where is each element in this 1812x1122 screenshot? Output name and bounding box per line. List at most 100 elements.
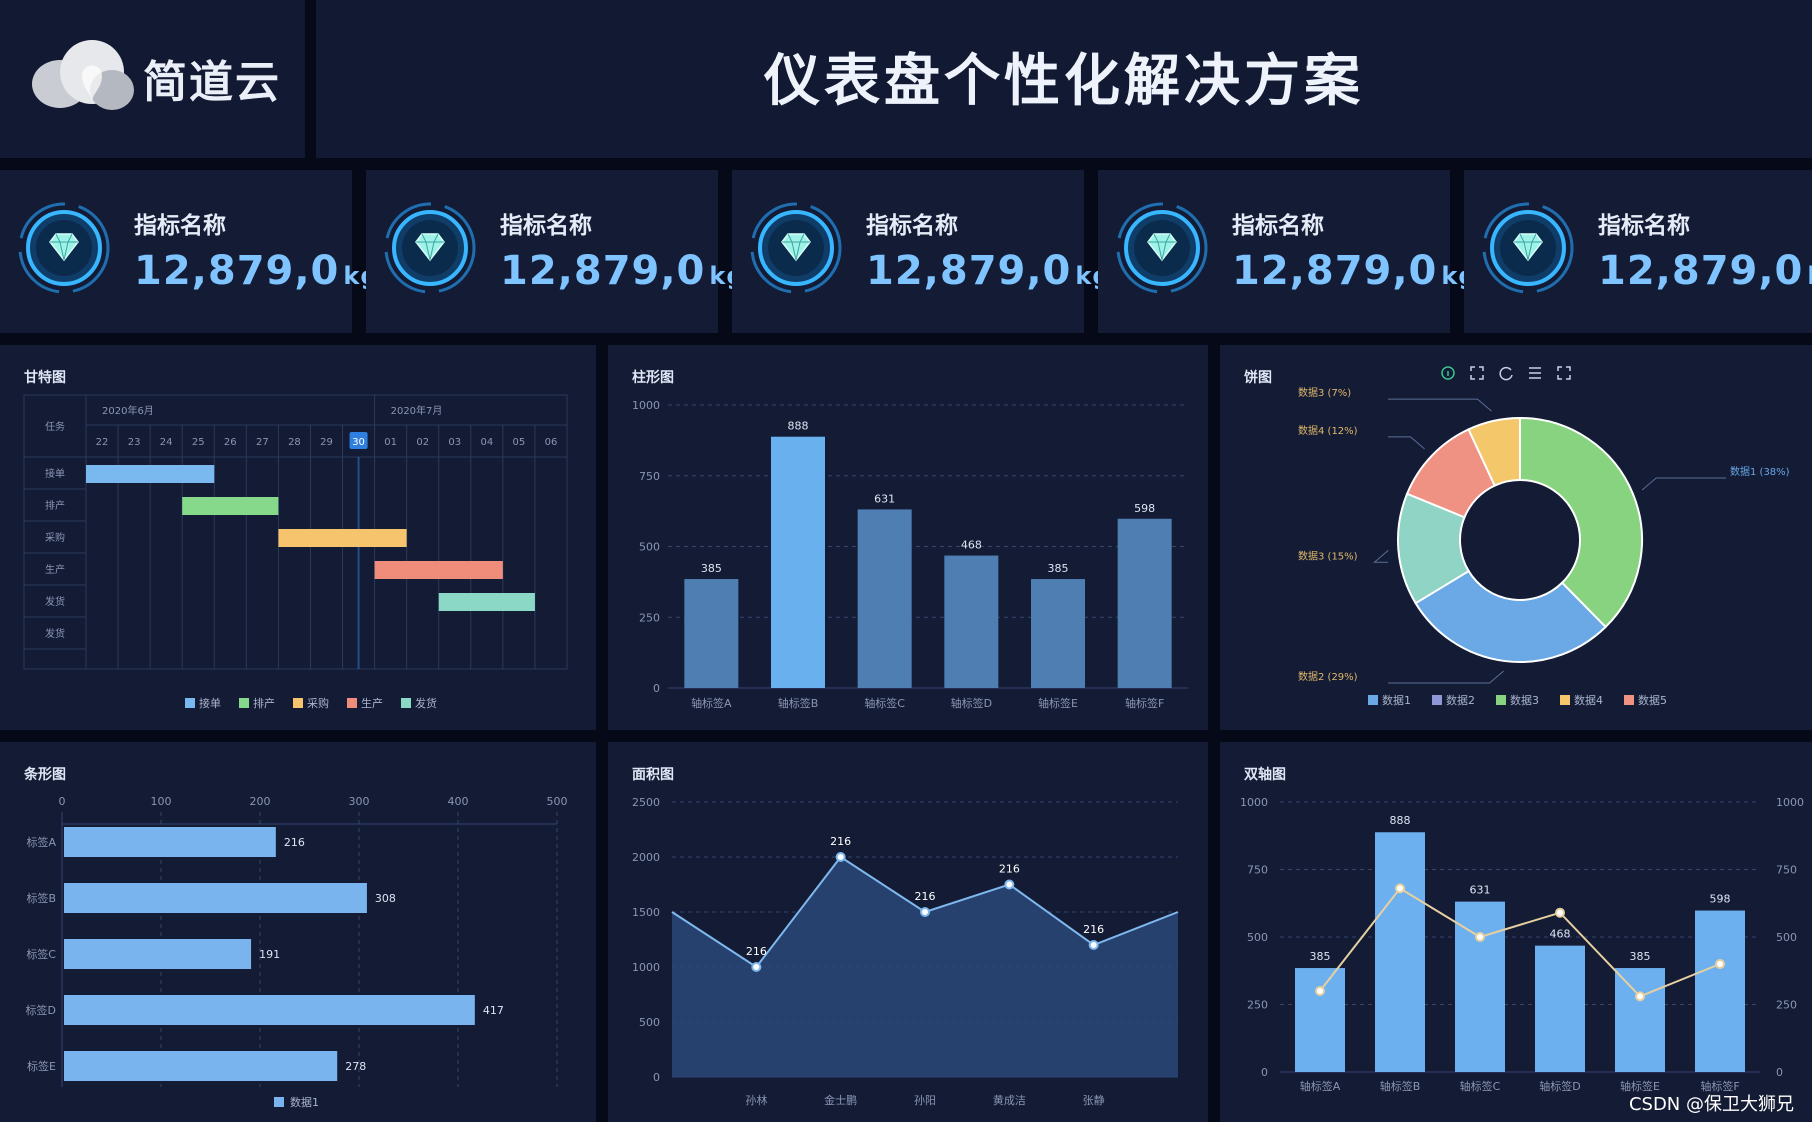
gantt-day-label: 27 — [256, 437, 269, 448]
hbar-xtick-label: 200 — [250, 795, 271, 808]
gantt-legend-swatch — [239, 698, 249, 708]
dual-line-point — [1315, 986, 1325, 996]
hbar-data-label: 308 — [375, 892, 396, 905]
column-data-label: 888 — [788, 420, 809, 433]
kpi-number: 12,879,0 — [1598, 248, 1804, 294]
dual-axis-panel: 双轴图 0 250 500 750 1000 0 250 500 750 1000 385 轴标签A 8… — [1220, 742, 1812, 1122]
area-xtick-label: 张静 — [1083, 1093, 1105, 1107]
area-data-label: 216 — [830, 835, 851, 848]
dual-ytick-label: 750 — [1247, 864, 1268, 877]
kpi-name: 指标名称 — [500, 213, 592, 239]
diamond-icon — [750, 202, 842, 294]
list-icon[interactable] — [1529, 367, 1541, 379]
area-point — [751, 962, 762, 972]
hbar-data-label: 417 — [483, 1004, 504, 1017]
dual-data-label: 888 — [1390, 814, 1411, 827]
dual-y2tick-label: 1000 — [1776, 796, 1804, 809]
hbar-panel: 条形图 0 100 200 300 400 500 标签A 216 标签B 308 标签C 191 标签… — [0, 742, 596, 1122]
gantt-day-label: 25 — [192, 437, 205, 448]
refresh-icon[interactable] — [1499, 366, 1513, 381]
dual-data-label: 385 — [1310, 950, 1331, 963]
pie-legend-label: 数据1 — [1382, 693, 1411, 707]
column-bar — [1031, 579, 1085, 688]
gantt-legend-label: 采购 — [307, 696, 329, 710]
hbar-bar — [64, 939, 252, 969]
gantt-chart: 任务 2020年6月 2020年7月 22 23 24 25 26 27 28 29 30 01 02 03… — [23, 394, 568, 710]
expand-icon[interactable] — [1557, 366, 1571, 380]
kpi-number: 12,879,0 — [1232, 248, 1438, 294]
diamond-icon — [384, 202, 476, 294]
column-ytick-label: 250 — [639, 611, 660, 624]
dual-xtick-label: 轴标签E — [1620, 1079, 1660, 1093]
dual-bar — [1695, 910, 1745, 1072]
diamond-icon — [1116, 202, 1208, 294]
dual-ytick-label: 500 — [1247, 931, 1268, 944]
column-bar — [684, 579, 739, 688]
column-ytick-label: 0 — [653, 682, 660, 695]
pie-legend-label: 数据3 — [1510, 693, 1539, 707]
area-point — [835, 852, 846, 862]
gantt-day-label: 06 — [545, 437, 558, 448]
title-panel: 仪表盘个性化解决方案 — [316, 0, 1812, 158]
kpi-number: 12,879,0 — [500, 248, 706, 294]
gantt-task-header: 任务 — [45, 420, 65, 433]
dual-bar — [1535, 945, 1585, 1072]
pie-slice — [1467, 416, 1521, 487]
gantt-bar — [374, 561, 503, 579]
gantt-bar — [86, 465, 215, 483]
column-bar — [1117, 518, 1172, 688]
dual-y2tick-label: 750 — [1776, 864, 1797, 877]
area-data-label: 216 — [746, 945, 767, 958]
gantt-task-label: 排产 — [45, 499, 65, 512]
kpi-name: 指标名称 — [1598, 213, 1690, 239]
gantt-day-label: 30 — [352, 437, 365, 448]
area-title: 面积图 — [632, 767, 674, 783]
gantt-today-marker — [349, 432, 368, 449]
dual-bar — [1375, 832, 1425, 1072]
kpi-name: 指标名称 — [866, 213, 958, 239]
column-xtick-label: 轴标签E — [1038, 696, 1078, 710]
hbar-xtick-label: 400 — [448, 795, 469, 808]
dual-line — [1319, 887, 1721, 998]
area-xtick-label: 金士鹏 — [824, 1093, 857, 1107]
area-ytick-label: 0 — [653, 1071, 660, 1084]
dual-line-point — [1715, 959, 1725, 969]
dual-line-point — [1635, 991, 1645, 1002]
column-ytick-label: 750 — [639, 470, 660, 483]
hbar-xtick-label: 0 — [59, 795, 66, 808]
shrink-icon[interactable] — [1470, 366, 1484, 380]
gantt-task-label: 发货 — [45, 595, 65, 608]
pie-slice-label: 数据3 (15%) — [1298, 549, 1358, 562]
dual-bar — [1615, 968, 1665, 1072]
area-data-label: 216 — [1083, 923, 1104, 936]
pie-slice — [1414, 569, 1608, 663]
area-data-label: 216 — [999, 863, 1020, 876]
column-chart: 0 250 500 750 1000 385 轴标签A 888 轴标签B 631 轴标签C 468 轴标… — [632, 399, 1188, 710]
pie-legend-swatch — [1624, 695, 1634, 705]
pie-legend-swatch — [1368, 695, 1378, 705]
gantt-day-label: 24 — [160, 437, 173, 448]
pie-slice-label: 数据3 (7%) — [1298, 386, 1351, 399]
gantt-legend-swatch — [401, 698, 411, 708]
dual-axis-chart: 0 250 500 750 1000 0 250 500 750 1000 385 轴标签A 888 轴标… — [1240, 796, 1804, 1093]
kpi-name: 指标名称 — [134, 213, 226, 239]
pie-leader-line — [1641, 477, 1726, 491]
pie-legend-label: 数据4 — [1574, 693, 1603, 707]
dual-axis-title: 双轴图 — [1244, 767, 1286, 783]
column-ytick-label: 1000 — [632, 399, 660, 412]
pie-leader-line — [1388, 436, 1425, 450]
column-xtick-label: 轴标签A — [691, 696, 732, 710]
pie-leader-line — [1388, 670, 1504, 684]
hbar-legend-swatch — [274, 1097, 284, 1107]
info-icon[interactable] — [1441, 366, 1455, 380]
kpi-number: 12,879,0 — [866, 248, 1072, 294]
gantt-task-label: 接单 — [45, 467, 65, 480]
hbar-bar — [64, 995, 475, 1025]
gantt-day-label: 26 — [224, 437, 237, 448]
